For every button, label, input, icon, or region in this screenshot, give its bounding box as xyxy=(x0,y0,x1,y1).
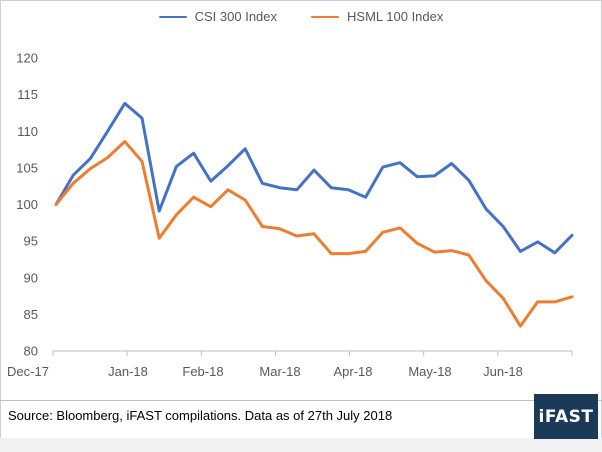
line-chart: 80 85 90 95 100 105 110 115 120 Dec-17 Jan-18 Feb-… xyxy=(7,51,574,379)
y-axis-labels: 80 85 90 95 100 105 110 115 120 xyxy=(16,51,38,359)
x-tick-label: Mar-18 xyxy=(259,364,300,379)
legend-item-csi300: CSI 300 Index xyxy=(158,9,278,24)
y-tick-label: 100 xyxy=(16,197,38,212)
y-tick-label: 115 xyxy=(17,87,38,102)
series-line-hsml100 xyxy=(54,140,574,328)
x-tick-label: Jun-18 xyxy=(483,364,523,379)
series-lines xyxy=(54,101,574,328)
series-line-csi300 xyxy=(54,101,574,255)
ifast-logo: iFAST xyxy=(534,394,598,439)
legend-label-hsml100: HSML 100 Index xyxy=(347,9,444,24)
y-tick-label: 120 xyxy=(16,51,38,66)
legend-item-hsml100: HSML 100 Index xyxy=(311,9,443,24)
legend-swatch-csi300 xyxy=(158,15,187,18)
legend-swatch-hsml100 xyxy=(311,15,340,18)
y-tick-label: 90 xyxy=(24,270,38,285)
y-tick-label: 80 xyxy=(24,344,38,359)
footer-strip xyxy=(0,438,602,452)
footer-divider xyxy=(0,400,602,401)
x-tick-label: Feb-18 xyxy=(182,364,223,379)
x-axis-labels: Dec-17 Jan-18 Feb-18 Mar-18 Apr-18 May-18 Jun-… xyxy=(7,364,523,379)
legend-label-csi300: CSI 300 Index xyxy=(194,9,278,24)
source-note: Source: Bloomberg, iFAST compilations. D… xyxy=(8,408,393,423)
y-tick-label: 95 xyxy=(24,234,38,249)
x-tick-label: Dec-17 xyxy=(7,364,49,379)
y-tick-label: 105 xyxy=(16,160,38,175)
x-tick-label: Apr-18 xyxy=(333,364,372,379)
x-axis-ticks xyxy=(52,351,573,356)
x-tick-label: Jan-18 xyxy=(108,364,148,379)
x-tick-label: May-18 xyxy=(408,364,451,379)
chart-legend: CSI 300 Index HSML 100 Index xyxy=(0,9,602,24)
y-tick-label: 85 xyxy=(24,307,38,322)
y-tick-label: 110 xyxy=(17,124,38,139)
